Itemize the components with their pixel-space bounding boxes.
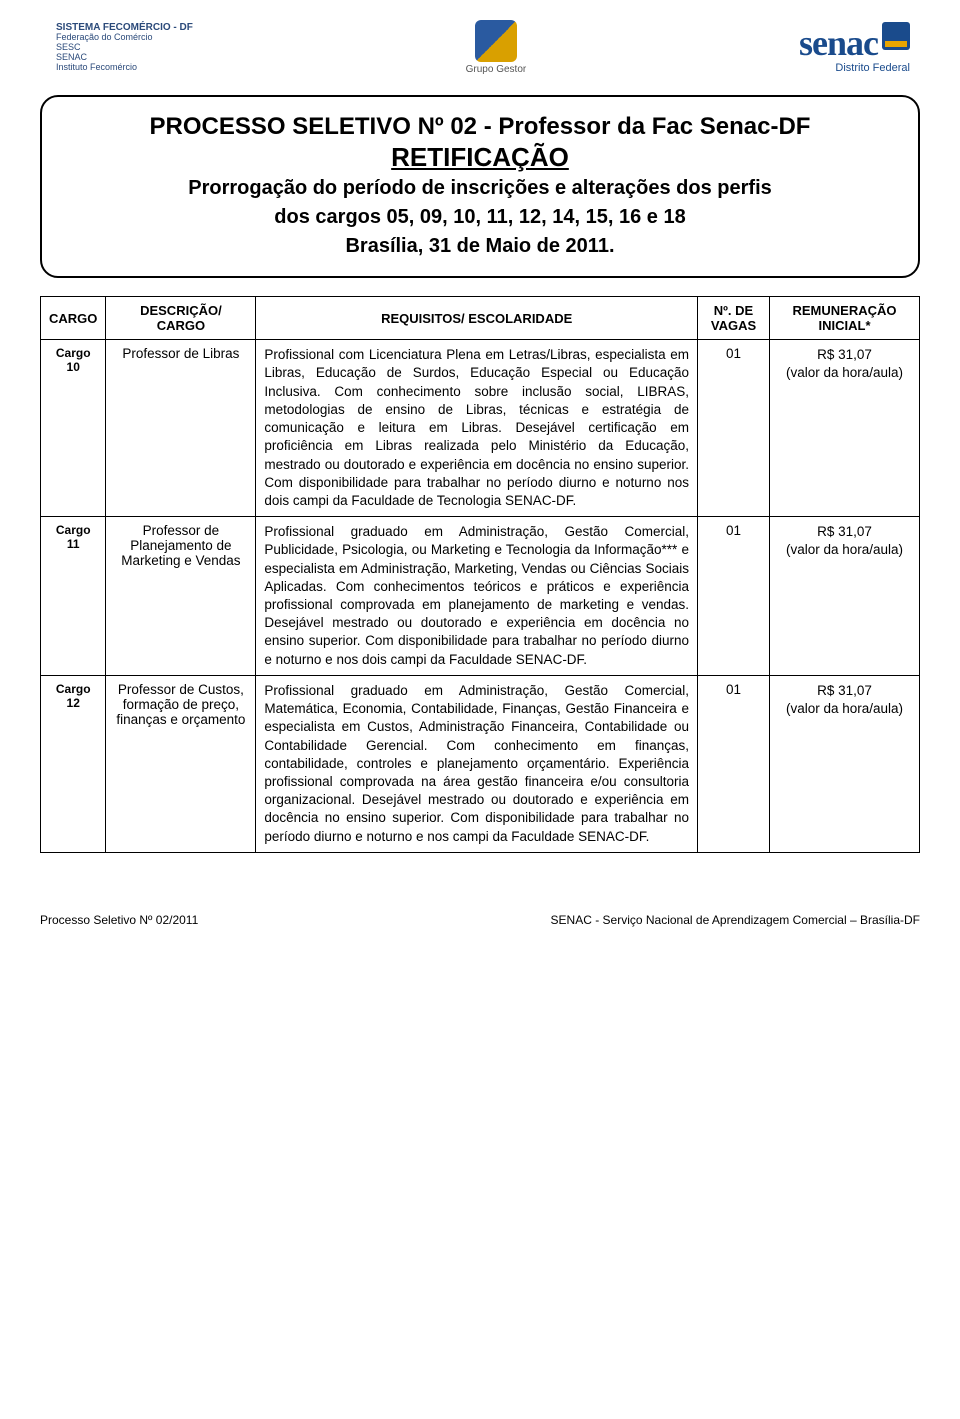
grupo-gestor-icon xyxy=(475,20,517,62)
title-line1: PROCESSO SELETIVO Nº 02 - Professor da F… xyxy=(60,111,900,142)
title-box: PROCESSO SELETIVO Nº 02 - Professor da F… xyxy=(40,95,920,278)
table-row: Cargo 10Professor de LibrasProfissional … xyxy=(41,340,920,517)
cell-cargo: Cargo 11 xyxy=(41,517,106,676)
cell-vagas: 01 xyxy=(698,340,770,517)
senac-brand: senac xyxy=(799,23,878,63)
logo-grupo-gestor: Grupo Gestor xyxy=(466,20,527,75)
grupo-gestor-caption: Grupo Gestor xyxy=(466,64,527,75)
table-header-row: CARGO DESCRIÇÃO/ CARGO REQUISITOS/ ESCOL… xyxy=(41,297,920,340)
cell-requisitos: Profissional graduado em Administração, … xyxy=(256,675,698,852)
cell-descricao: Professor de Custos, formação de preço, … xyxy=(106,675,256,852)
rem-valor: R$ 31,07 xyxy=(778,346,911,364)
cell-requisitos: Profissional com Licenciatura Plena em L… xyxy=(256,340,698,517)
cell-vagas: 01 xyxy=(698,517,770,676)
title-line4: Brasília, 31 de Maio de 2011. xyxy=(60,233,900,260)
fecomercio-line5: Instituto Fecomércio xyxy=(56,63,193,73)
title-line2: Prorrogação do período de inscrições e a… xyxy=(60,175,900,202)
cell-remuneracao: R$ 31,07(valor da hora/aula) xyxy=(770,675,920,852)
senac-sub: Distrito Federal xyxy=(799,62,910,74)
rem-nota: (valor da hora/aula) xyxy=(778,700,911,718)
senac-box-icon xyxy=(882,22,910,50)
table-row: Cargo 11Professor de Planejamento de Mar… xyxy=(41,517,920,676)
rem-nota: (valor da hora/aula) xyxy=(778,541,911,559)
th-cargo: CARGO xyxy=(41,297,106,340)
rem-nota: (valor da hora/aula) xyxy=(778,364,911,382)
th-descricao: DESCRIÇÃO/ CARGO xyxy=(106,297,256,340)
page-footer: Processo Seletivo Nº 02/2011 SENAC - Ser… xyxy=(40,913,920,927)
cell-remuneracao: R$ 31,07(valor da hora/aula) xyxy=(770,517,920,676)
header-logos: SISTEMA FECOMÉRCIO - DF Federação do Com… xyxy=(40,20,920,75)
rem-valor: R$ 31,07 xyxy=(778,523,911,541)
rem-valor: R$ 31,07 xyxy=(778,682,911,700)
footer-right: SENAC - Serviço Nacional de Aprendizagem… xyxy=(551,913,920,927)
logo-senac: senac Distrito Federal xyxy=(799,22,910,74)
footer-left: Processo Seletivo Nº 02/2011 xyxy=(40,913,198,927)
th-requisitos: REQUISITOS/ ESCOLARIDADE xyxy=(256,297,698,340)
cell-requisitos: Profissional graduado em Administração, … xyxy=(256,517,698,676)
title-retificacao: RETIFICAÇÃO xyxy=(60,142,900,173)
cell-remuneracao: R$ 31,07(valor da hora/aula) xyxy=(770,340,920,517)
cargo-table: CARGO DESCRIÇÃO/ CARGO REQUISITOS/ ESCOL… xyxy=(40,296,920,853)
th-vagas: Nº. DE VAGAS xyxy=(698,297,770,340)
cell-descricao: Professor de Planejamento de Marketing e… xyxy=(106,517,256,676)
th-remuneracao: REMUNERAÇÃO INICIAL* xyxy=(770,297,920,340)
cell-cargo: Cargo 10 xyxy=(41,340,106,517)
fecomercio-text: SISTEMA FECOMÉRCIO - DF Federação do Com… xyxy=(56,22,193,73)
table-row: Cargo 12Professor de Custos, formação de… xyxy=(41,675,920,852)
cell-descricao: Professor de Libras xyxy=(106,340,256,517)
title-line3: dos cargos 05, 09, 10, 11, 12, 14, 15, 1… xyxy=(60,204,900,231)
cell-cargo: Cargo 12 xyxy=(41,675,106,852)
cell-vagas: 01 xyxy=(698,675,770,852)
logo-fecomercio: SISTEMA FECOMÉRCIO - DF Federação do Com… xyxy=(50,22,193,73)
